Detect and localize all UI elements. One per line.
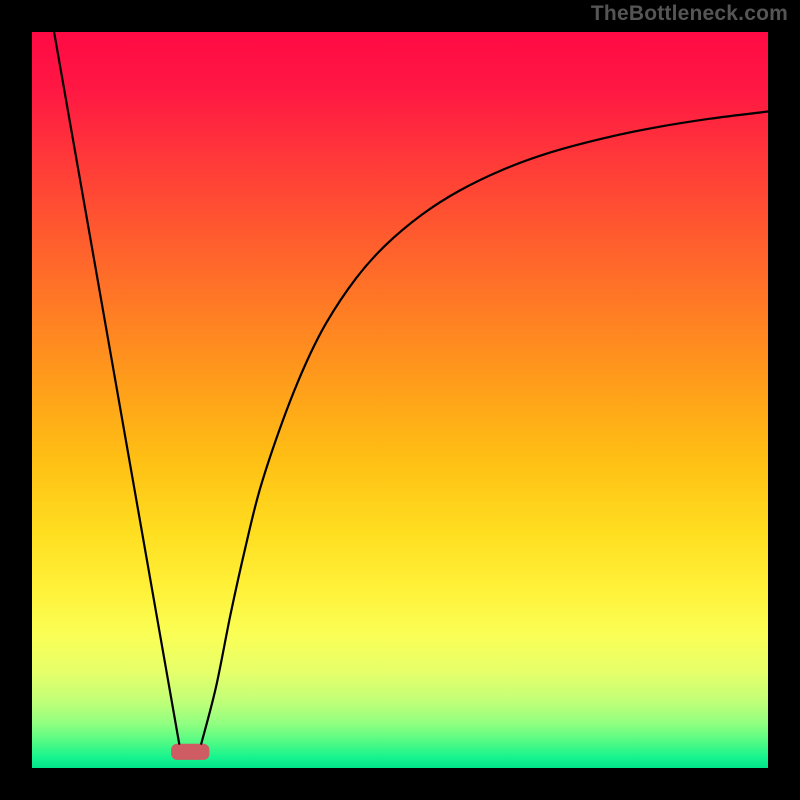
plot-area: [32, 32, 768, 768]
chart-frame: TheBottleneck.com: [0, 0, 800, 800]
valley-marker: [171, 744, 209, 760]
gradient-background: [32, 32, 768, 768]
chart-svg: [32, 32, 768, 768]
watermark-text: TheBottleneck.com: [591, 2, 788, 26]
